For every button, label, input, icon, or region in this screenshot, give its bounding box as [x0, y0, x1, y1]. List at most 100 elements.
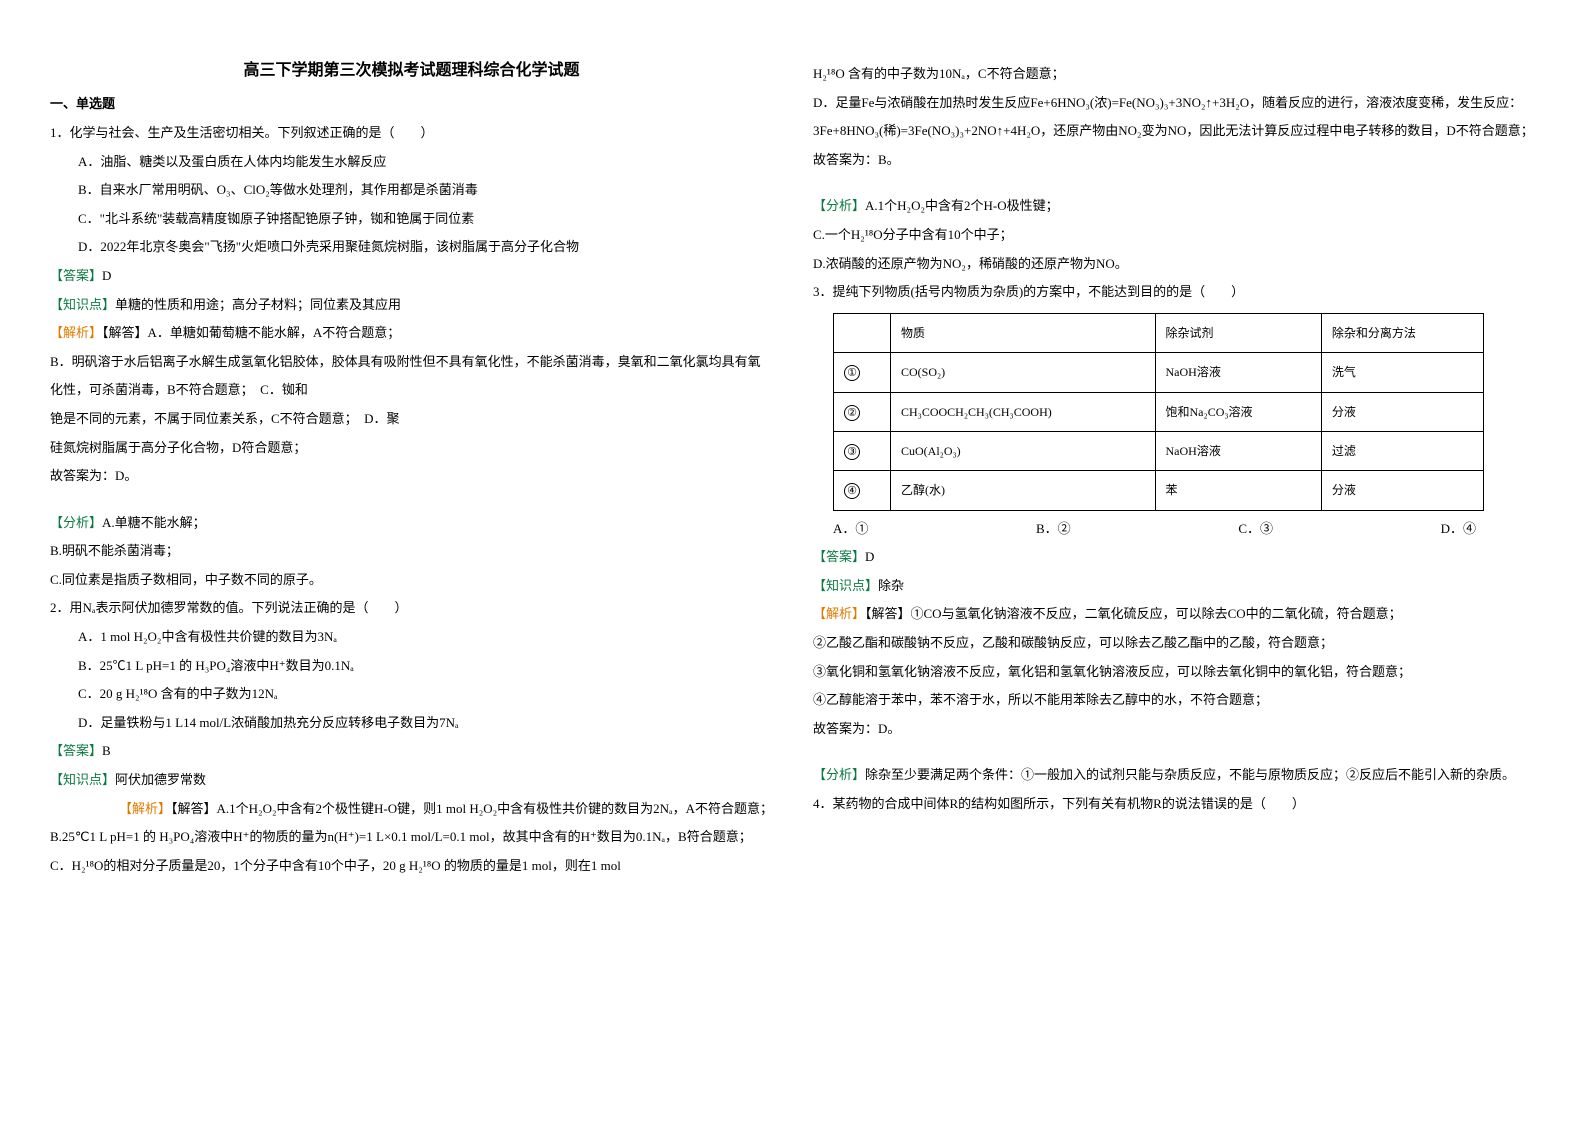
cell-substance: CO(SO₂)	[890, 353, 1155, 392]
q3-explain-1-text: 【解答】①CO与氢氧化钠溶液不反应，二氧化硫反应，可以除去CO中的二氧化硫，符合…	[865, 606, 1402, 621]
row-index: ③	[834, 431, 891, 470]
q2-explain-c2: H₂¹⁸O 含有的中子数为10Nₐ，C不符合题意；	[813, 60, 1536, 89]
q2-explain-end: 故答案为：B。	[813, 146, 1536, 175]
q2-explain-text: 【解答】A.1个H₂O₂中含有2个极性键H-O键，则1 mol H₂O₂中含有极…	[171, 801, 773, 816]
analysis-label: 【分析】	[50, 515, 102, 530]
spacer	[50, 491, 773, 509]
circled-2: ②	[844, 405, 860, 421]
q2-explain-a: 【解析】【解答】A.1个H₂O₂中含有2个极性键H-O键，则1 mol H₂O₂…	[50, 795, 773, 824]
cell-substance: 乙醇(水)	[890, 471, 1155, 510]
q1-analysis-b: B.明矾不能杀菌消毒；	[50, 537, 773, 566]
knowledge-label: 【知识点】	[813, 578, 878, 593]
knowledge-label: 【知识点】	[50, 297, 115, 312]
spacer	[813, 743, 1536, 761]
row-index: ④	[834, 471, 891, 510]
cell-reagent: NaOH溶液	[1155, 431, 1321, 470]
row-index: ①	[834, 353, 891, 392]
q2-option-d: D．足量铁粉与1 L14 mol/L浓硝酸加热充分反应转移电子数目为7Nₐ	[50, 709, 773, 738]
q1-explain-text: 【解答】A．单糖如葡萄糖不能水解，A不符合题意；	[102, 325, 400, 340]
q1-option-d: D．2022年北京冬奥会"飞扬"火炬喷口外壳采用聚硅氮烷树脂，该树脂属于高分子化…	[50, 233, 773, 262]
circled-3: ③	[844, 444, 860, 460]
q3-explain-2: ②乙酸乙酯和碳酸钠不反应，乙酸和碳酸钠反应，可以除去乙酸乙酯中的乙酸，符合题意；	[813, 629, 1536, 658]
q2-explain-b: B.25℃1 L pH=1 的 H₃PO₄溶液中H⁺的物质的量为n(H⁺)=1 …	[50, 823, 773, 852]
q1-explain-b: B．明矾溶于水后铝离子水解生成氢氧化铝胶体，胶体具有吸附性但不具有氧化性，不能杀…	[50, 348, 773, 405]
table-header-reagent: 除杂试剂	[1155, 313, 1321, 352]
table-row: ① CO(SO₂) NaOH溶液 洗气	[834, 353, 1484, 392]
cell-reagent: 饱和Na₂CO₃溶液	[1155, 392, 1321, 431]
right-column: H₂¹⁸O 含有的中子数为10Nₐ，C不符合题意； D．足量Fe与浓硝酸在加热时…	[813, 60, 1536, 1082]
explain-label: 【解析】	[50, 325, 102, 340]
cell-method: 过滤	[1321, 431, 1483, 470]
table-header-substance: 物质	[890, 313, 1155, 352]
q1-explain-d: 硅氮烷树脂属于高分子化合物，D符合题意；	[50, 434, 773, 463]
q3-explain-end: 故答案为：D。	[813, 715, 1536, 744]
q1-option-b: B．自来水厂常用明矾、O₃、ClO₂等做水处理剂，其作用都是杀菌消毒	[50, 176, 773, 205]
analysis-label: 【分析】	[813, 767, 865, 782]
q2-explain-c: C．H₂¹⁸O的相对分子质量是20，1个分子中含有10个中子，20 g H₂¹⁸…	[50, 852, 773, 881]
row-index: ②	[834, 392, 891, 431]
q3-option-c: C．③	[1238, 515, 1273, 544]
q3-option-d: D．④	[1441, 515, 1476, 544]
q3-answer: 【答案】D	[813, 543, 1536, 572]
table-header-method: 除杂和分离方法	[1321, 313, 1483, 352]
q1-explain-a: 【解析】【解答】A．单糖如葡萄糖不能水解，A不符合题意；	[50, 319, 773, 348]
cell-method: 分液	[1321, 471, 1483, 510]
q1-analysis-a: 【分析】A.单糖不能水解；	[50, 509, 773, 538]
answer-label: 【答案】	[50, 268, 102, 283]
q3-explain-3: ③氧化铜和氢氧化钠溶液不反应，氧化铝和氢氧化钠溶液反应，可以除去氧化铜中的氧化铝…	[813, 658, 1536, 687]
analysis-label: 【分析】	[813, 198, 865, 213]
impurity-table: 物质 除杂试剂 除杂和分离方法 ① CO(SO₂) NaOH溶液 洗气 ② CH…	[833, 313, 1484, 511]
q2-answer: 【答案】B	[50, 737, 773, 766]
cell-method: 分液	[1321, 392, 1483, 431]
circled-4: ④	[844, 483, 860, 499]
q1-option-c: C．"北斗系统"装载高精度铷原子钟搭配铯原子钟，铷和铯属于同位素	[50, 205, 773, 234]
table-row: ② CH₃COOCH₂CH₃(CH₃COOH) 饱和Na₂CO₃溶液 分液	[834, 392, 1484, 431]
answer-label: 【答案】	[813, 549, 865, 564]
cell-method: 洗气	[1321, 353, 1483, 392]
cell-substance: CuO(Al₂O₃)	[890, 431, 1155, 470]
q3-option-a: A．①	[833, 515, 868, 544]
q2-stem: 2．用Nₐ表示阿伏加德罗常数的值。下列说法正确的是（ ）	[50, 594, 773, 623]
q3-analysis-text: 除杂至少要满足两个条件：①一般加入的试剂只能与杂质反应，不能与原物质反应；②反应…	[865, 767, 1515, 782]
q1-stem: 1．化学与社会、生产及生活密切相关。下列叙述正确的是（ ）	[50, 119, 773, 148]
explain-label: 【解析】	[813, 606, 865, 621]
table-row: ④ 乙醇(水) 苯 分液	[834, 471, 1484, 510]
q3-options-row: A．① B．② C．③ D．④	[813, 515, 1536, 544]
q3-stem: 3．提纯下列物质(括号内物质为杂质)的方案中，不能达到目的的是（ ）	[813, 278, 1536, 307]
q3-answer-value: D	[865, 549, 874, 564]
q2-analysis-d: D.浓硝酸的还原产物为NO₂，稀硝酸的还原产物为NO。	[813, 250, 1536, 279]
q4-stem: 4．某药物的合成中间体R的结构如图所示，下列有关有机物R的说法错误的是（ ）	[813, 790, 1536, 819]
table-header-blank	[834, 313, 891, 352]
q3-explain-4: ④乙醇能溶于苯中，苯不溶于水，所以不能用苯除去乙醇中的水，不符合题意；	[813, 686, 1536, 715]
q2-knowledge-text: 阿伏加德罗常数	[115, 772, 206, 787]
left-column: 高三下学期第三次模拟考试题理科综合化学试题 一、单选题 1．化学与社会、生产及生…	[50, 60, 773, 1082]
q2-knowledge: 【知识点】阿伏加德罗常数	[50, 766, 773, 795]
explain-label: 【解析】	[119, 801, 171, 816]
q2-analysis-a-text: A.1个H₂O₂中含有2个H-O极性键；	[865, 198, 1059, 213]
circled-1: ①	[844, 365, 860, 381]
table-row: ③ CuO(Al₂O₃) NaOH溶液 过滤	[834, 431, 1484, 470]
q1-analysis-a-text: A.单糖不能水解；	[102, 515, 206, 530]
answer-label: 【答案】	[50, 743, 102, 758]
q1-answer: 【答案】D	[50, 262, 773, 291]
q2-answer-value: B	[102, 743, 111, 758]
q3-analysis: 【分析】除杂至少要满足两个条件：①一般加入的试剂只能与杂质反应，不能与原物质反应…	[813, 761, 1536, 790]
q1-knowledge-text: 单糖的性质和用途；高分子材料；同位素及其应用	[115, 297, 401, 312]
spacer	[813, 174, 1536, 192]
q3-option-b: B．②	[1036, 515, 1071, 544]
q3-knowledge-text: 除杂	[878, 578, 904, 593]
q1-explain-c: 铯是不同的元素，不属于同位素关系，C不符合题意； D．聚	[50, 405, 773, 434]
knowledge-label: 【知识点】	[50, 772, 115, 787]
exam-title: 高三下学期第三次模拟考试题理科综合化学试题	[50, 60, 773, 82]
q2-option-a: A．1 mol H₂O₂中含有极性共价键的数目为3Nₐ	[50, 623, 773, 652]
q2-option-c: C．20 g H₂¹⁸O 含有的中子数为12Nₐ	[50, 680, 773, 709]
q3-explain-1: 【解析】【解答】①CO与氢氧化钠溶液不反应，二氧化硫反应，可以除去CO中的二氧化…	[813, 600, 1536, 629]
table-header-row: 物质 除杂试剂 除杂和分离方法	[834, 313, 1484, 352]
q1-knowledge: 【知识点】单糖的性质和用途；高分子材料；同位素及其应用	[50, 291, 773, 320]
section-header: 一、单选题	[50, 90, 773, 119]
q2-analysis-c: C.一个H₂¹⁸O分子中含有10个中子；	[813, 221, 1536, 250]
q1-analysis-c: C.同位素是指质子数相同，中子数不同的原子。	[50, 566, 773, 595]
q1-explain-end: 故答案为：D。	[50, 462, 773, 491]
q2-explain-d: D．足量Fe与浓硝酸在加热时发生反应Fe+6HNO₃(浓)=Fe(NO₃)₃+3…	[813, 89, 1536, 146]
q3-knowledge: 【知识点】除杂	[813, 572, 1536, 601]
